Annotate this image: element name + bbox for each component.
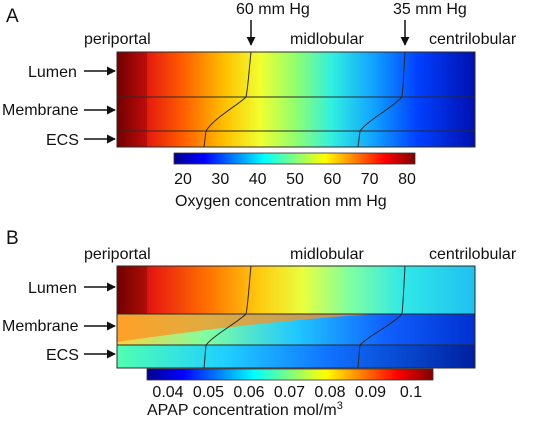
panel-a-label-periportal: periportal: [84, 31, 151, 48]
panel-a-colorbar-tick-6: 80: [398, 171, 416, 188]
pressure-marker-35: 35 mm Hg: [393, 1, 467, 18]
panel-b-colorbar-tick-4: 0.08: [314, 384, 345, 401]
panel-b: B periportal midlobular centrilobular Lu…: [2, 228, 517, 419]
contour-60: [203, 51, 252, 148]
panel-a-colorbar-title: Oxygen concentration mm Hg: [175, 193, 387, 210]
panel-b-row-membrane: Membrane: [2, 318, 79, 335]
panel-b-row-lumen: Lumen: [28, 280, 77, 297]
panel-a-colorbar-tick-5: 70: [361, 171, 379, 188]
panel-b-colorbar-ticks: 0.04 0.05 0.06 0.07 0.08 0.09 0.1: [152, 384, 422, 401]
contour-35: [357, 51, 406, 148]
panel-b-colorbar-title: APAP concentration mol/m3: [147, 400, 343, 419]
panel-a-row-lumen: Lumen: [28, 64, 77, 81]
pressure-marker-60: 60 mm Hg: [236, 1, 310, 18]
panel-b-colorbar-tick-6: 0.1: [400, 384, 422, 401]
panel-a-colorbar-tick-1: 30: [211, 171, 229, 188]
panel-a-colorbar-tick-2: 40: [249, 171, 267, 188]
panel-a-letter: A: [6, 6, 19, 27]
panel-b-colorbar-tick-0: 0.04: [152, 384, 183, 401]
panel-b-label-centrilobular: centrilobular: [429, 246, 517, 263]
panel-a-colorbar: 20 30 40 50 60 70 80 Oxygen concentration mm H…: [173, 152, 416, 210]
panel-b-colorbar-tick-2: 0.06: [233, 384, 264, 401]
panel-b-colorbar-tick-3: 0.07: [274, 384, 305, 401]
panel-a-colorbar-tick-3: 50: [286, 171, 304, 188]
panel-a-heatmap: [116, 51, 476, 148]
panel-a-row-ecs: ECS: [46, 132, 79, 149]
panel-a-colorbar-tick-4: 60: [323, 171, 341, 188]
panel-a: A periportal midlobular centrilobular 60…: [2, 1, 517, 210]
panel-a-row-membrane: Membrane: [2, 102, 79, 119]
panel-b-colorbar-tick-1: 0.05: [193, 384, 224, 401]
panel-a-label-centrilobular: centrilobular: [429, 31, 517, 48]
panel-b-colorbar-tick-5: 0.09: [355, 384, 386, 401]
panel-b-colorbar: 0.04 0.05 0.06 0.07 0.08 0.09 0.1 APAP concent…: [146, 368, 434, 419]
panel-b-label-midlobular: midlobular: [290, 246, 364, 263]
panel-b-row-ecs: ECS: [46, 347, 79, 364]
panel-b-label-periportal: periportal: [84, 246, 151, 263]
panel-a-colorbar-tick-0: 20: [174, 171, 192, 188]
panel-b-letter: B: [6, 228, 19, 249]
panel-a-colorbar-ticks: 20 30 40 50 60 70 80: [174, 171, 416, 188]
panel-a-label-midlobular: midlobular: [290, 31, 364, 48]
panel-b-heatmap: [116, 265, 476, 369]
